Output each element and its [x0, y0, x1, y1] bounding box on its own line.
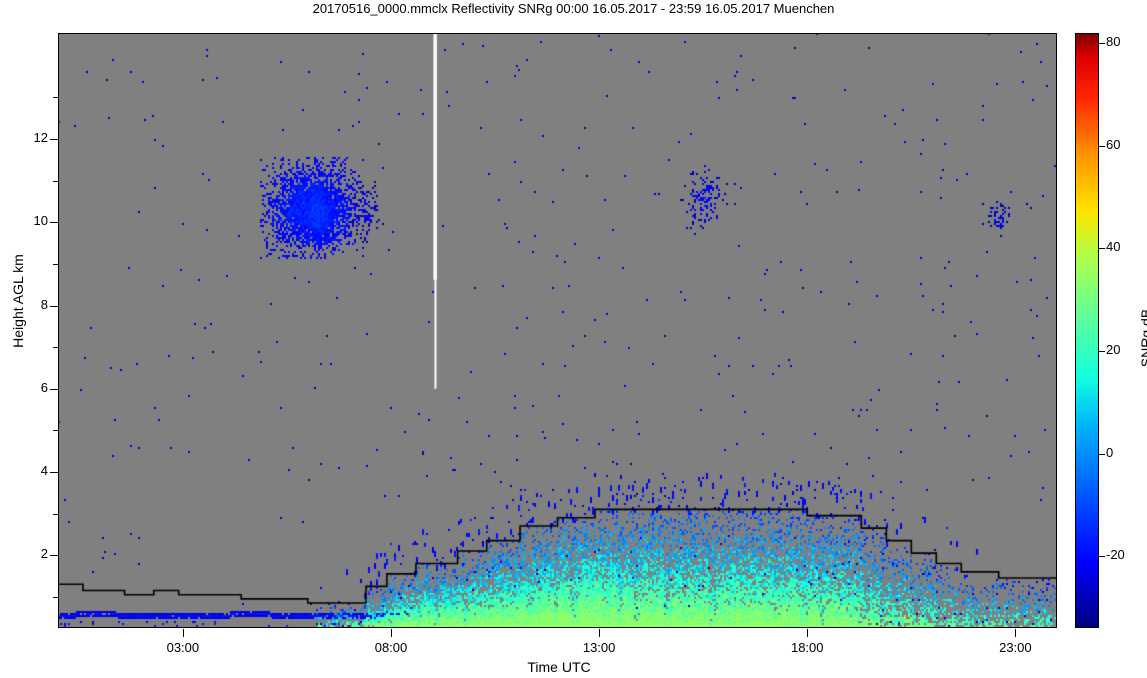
colorbar-tick [1099, 556, 1105, 558]
y-axis-title: Height AGL km [10, 254, 26, 348]
colorbar-tick [1099, 43, 1105, 45]
y-tick-major [50, 388, 58, 390]
reflectivity-heatmap [58, 33, 1057, 628]
x-tick-label: 08:00 [374, 640, 408, 655]
colorbar-tick-label: 20 [1106, 342, 1121, 358]
colorbar-tick-label: 40 [1106, 239, 1121, 255]
colorbar-tick-label: 80 [1106, 34, 1121, 50]
x-tick-major [182, 629, 184, 637]
y-tick-label: 4 [40, 462, 48, 478]
y-tick-minor [53, 180, 58, 182]
x-axis-title: Time UTC [527, 659, 591, 675]
y-tick-label: 10 [33, 213, 48, 229]
colorbar-tick [1099, 248, 1105, 250]
y-tick-minor [53, 347, 58, 349]
y-tick-label: 2 [40, 546, 48, 562]
plot-title: 20170516_0000.mmclx Reflectivity SNRg 00… [312, 1, 835, 16]
y-tick-major [50, 555, 58, 557]
y-tick-major [50, 305, 58, 307]
x-tick-label: 23:00 [999, 640, 1032, 655]
colorbar-tick [1099, 453, 1105, 455]
x-tick-label: 03:00 [166, 640, 200, 655]
y-tick-label: 12 [33, 130, 48, 146]
y-tick-minor [53, 596, 58, 598]
x-tick-major [391, 629, 392, 637]
y-tick-major [50, 222, 58, 224]
y-tick-minor [53, 430, 58, 432]
colorbar-tick-label: 60 [1106, 136, 1121, 152]
x-tick-major [1015, 629, 1017, 637]
y-tick-minor [53, 263, 58, 265]
y-tick-minor [53, 97, 58, 99]
colorbar-title: SNRg dB [1138, 308, 1147, 368]
x-tick-label: 13:00 [582, 640, 616, 655]
x-tick-major [807, 629, 809, 637]
colorbar-tick [1099, 351, 1105, 353]
y-tick-label: 8 [40, 296, 48, 312]
colorbar-tick [1099, 145, 1105, 147]
y-tick-label: 6 [40, 379, 48, 395]
colorbar-tick-label: 0 [1106, 444, 1114, 460]
y-tick-minor [53, 513, 58, 515]
x-tick-major [599, 629, 601, 637]
colorbar-tick-label: -20 [1106, 547, 1125, 563]
y-tick-major [50, 139, 58, 141]
y-tick-major [50, 471, 58, 473]
colorbar [1075, 33, 1099, 628]
x-tick-label: 18:00 [790, 640, 824, 655]
